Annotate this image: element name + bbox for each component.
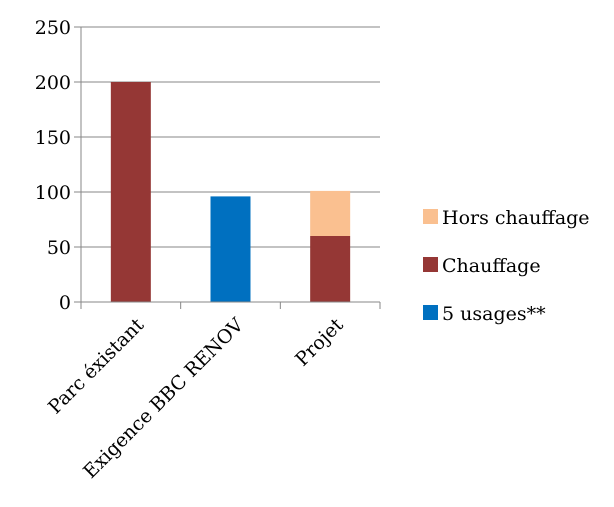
x-category-label: Parc éxistant xyxy=(44,314,149,419)
y-tick-label: 150 xyxy=(35,127,71,149)
legend-label: 5 usages** xyxy=(442,303,546,325)
legend-swatch xyxy=(423,209,438,224)
legend-label: Chauffage xyxy=(442,255,541,277)
x-category-label: Projet xyxy=(291,314,348,371)
legend-swatch xyxy=(423,257,438,272)
legend-swatch xyxy=(423,305,438,320)
bar-chauffage-3 xyxy=(310,236,350,302)
y-tick-label: 0 xyxy=(59,292,71,314)
y-tick-label: 50 xyxy=(47,237,71,259)
y-tick-label: 250 xyxy=(35,17,71,39)
y-axis-tick-labels: 0 50 100 150 200 250 xyxy=(35,17,71,314)
bar-hors-chauffage-3 xyxy=(310,191,350,236)
bar-chauffage-1 xyxy=(111,82,151,302)
legend-label: Hors chauffage xyxy=(442,207,590,229)
y-tick-label: 200 xyxy=(35,72,71,94)
bar-5-usages-2 xyxy=(211,196,251,302)
x-category-label: Exigence BBC RENOV xyxy=(79,314,248,483)
legend: Hors chauffage Chauffage 5 usages** xyxy=(423,207,590,325)
y-tick-label: 100 xyxy=(35,182,71,204)
